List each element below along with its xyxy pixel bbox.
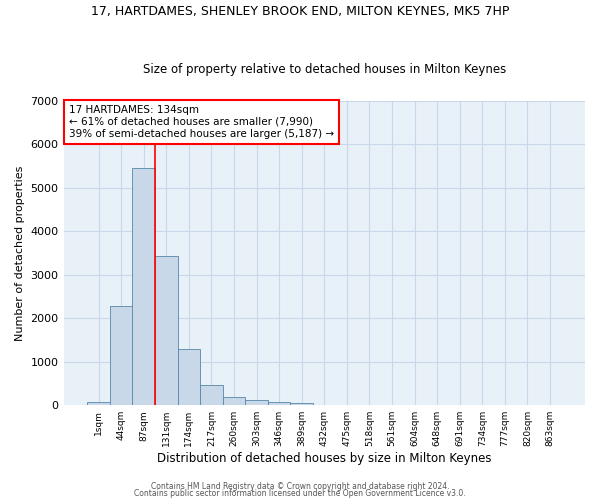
X-axis label: Distribution of detached houses by size in Milton Keynes: Distribution of detached houses by size …	[157, 452, 491, 465]
Bar	[87, 402, 110, 405]
Text: Contains public sector information licensed under the Open Government Licence v3: Contains public sector information licen…	[134, 489, 466, 498]
Bar	[110, 306, 133, 405]
Bar	[245, 400, 268, 405]
Bar	[223, 396, 245, 405]
Bar	[268, 402, 290, 405]
Bar	[133, 168, 155, 405]
Y-axis label: Number of detached properties: Number of detached properties	[15, 166, 25, 340]
Text: Contains HM Land Registry data © Crown copyright and database right 2024.: Contains HM Land Registry data © Crown c…	[151, 482, 449, 491]
Bar	[178, 348, 200, 405]
Text: 17 HARTDAMES: 134sqm
← 61% of detached houses are smaller (7,990)
39% of semi-de: 17 HARTDAMES: 134sqm ← 61% of detached h…	[69, 106, 334, 138]
Title: Size of property relative to detached houses in Milton Keynes: Size of property relative to detached ho…	[143, 63, 506, 76]
Text: 17, HARTDAMES, SHENLEY BROOK END, MILTON KEYNES, MK5 7HP: 17, HARTDAMES, SHENLEY BROOK END, MILTON…	[91, 5, 509, 18]
Bar	[155, 256, 178, 405]
Bar	[200, 385, 223, 405]
Bar	[290, 403, 313, 405]
